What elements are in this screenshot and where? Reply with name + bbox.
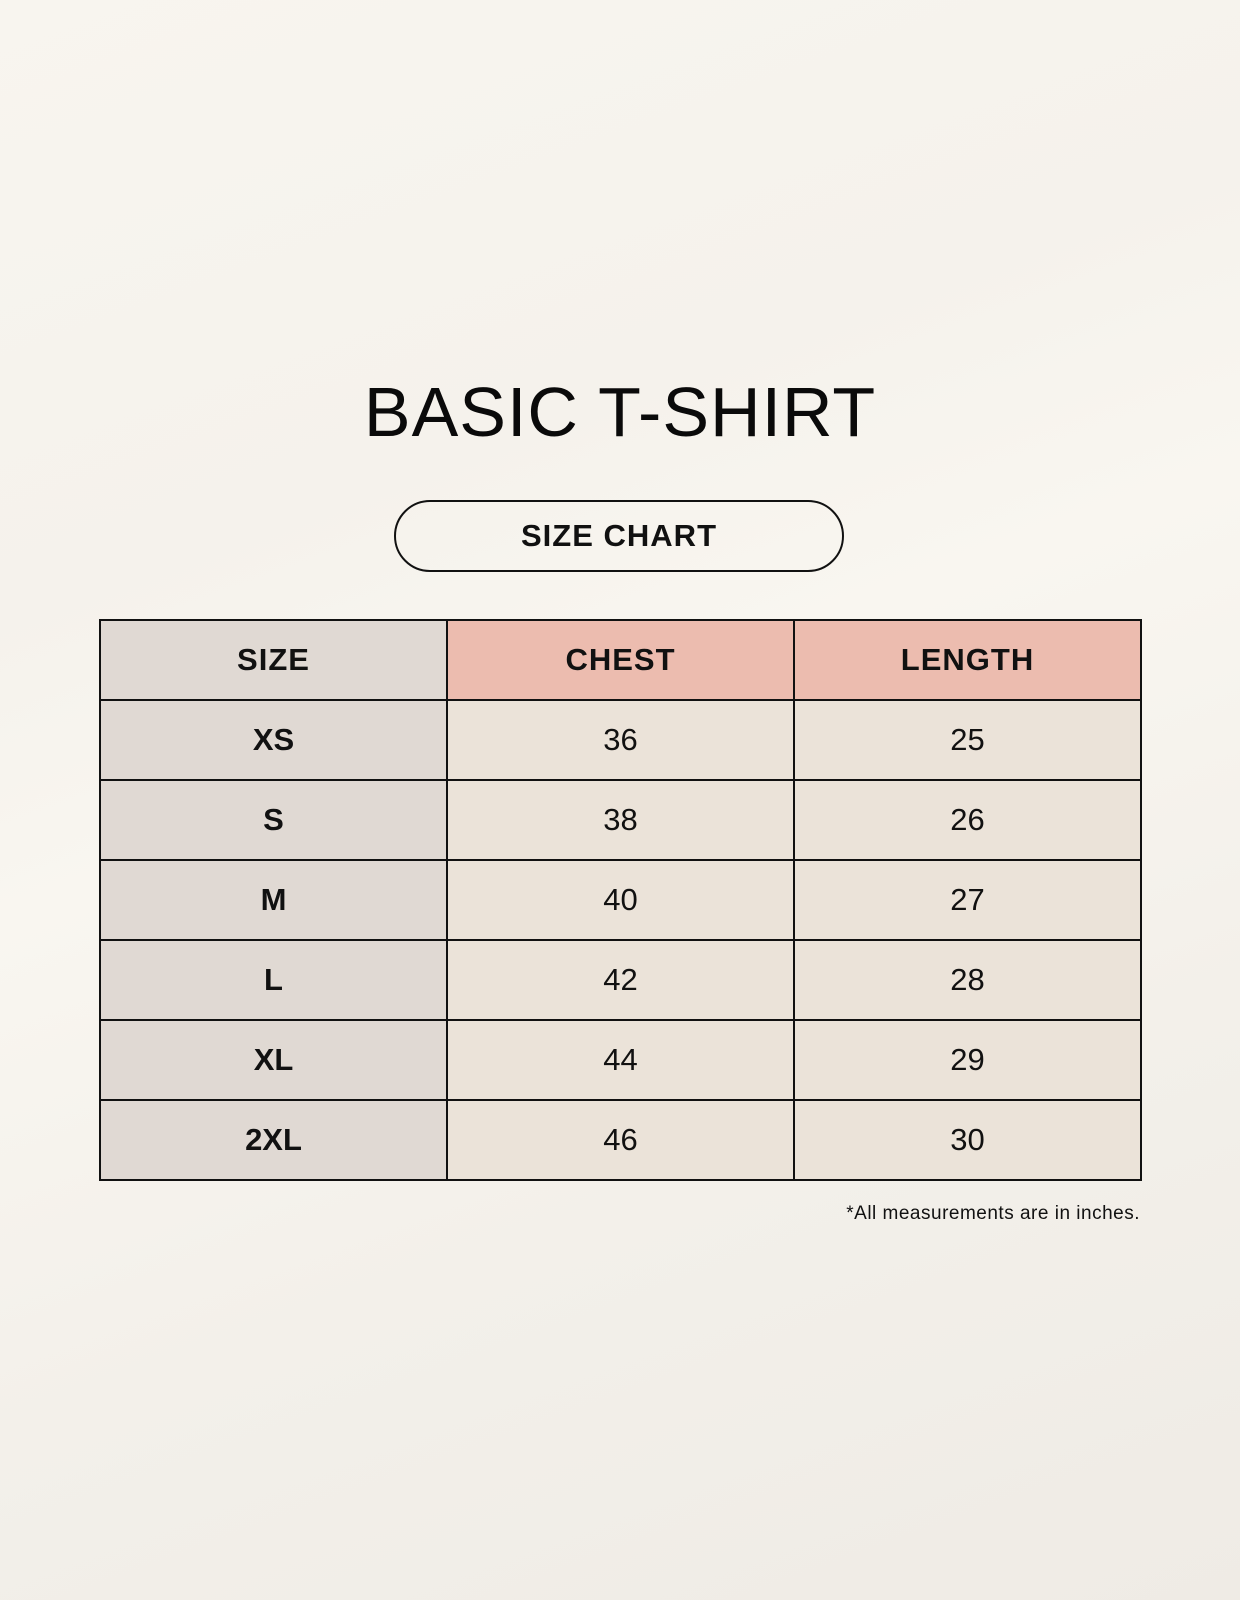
chest-cell: 46 — [446, 1099, 795, 1181]
size-cell: S — [99, 779, 448, 861]
header-chest: CHEST — [446, 619, 795, 701]
table-row: M 40 27 — [99, 859, 1142, 941]
table-row: L 42 28 — [99, 939, 1142, 1021]
length-cell: 26 — [793, 779, 1142, 861]
size-cell: XS — [99, 699, 448, 781]
chest-cell: 40 — [446, 859, 795, 941]
size-cell: L — [99, 939, 448, 1021]
size-cell: XL — [99, 1019, 448, 1101]
length-cell: 30 — [793, 1099, 1142, 1181]
chest-cell: 42 — [446, 939, 795, 1021]
table-row: XS 36 25 — [99, 699, 1142, 781]
table-row: 2XL 46 30 — [99, 1099, 1142, 1181]
size-cell: 2XL — [99, 1099, 448, 1181]
table-row: XL 44 29 — [99, 1019, 1142, 1101]
chest-cell: 36 — [446, 699, 795, 781]
size-chart-badge: SIZE CHART — [394, 500, 844, 572]
chest-cell: 38 — [446, 779, 795, 861]
size-table: SIZE CHEST LENGTH XS 36 25 S 38 26 M 40 27 L 42 28 X… — [99, 619, 1142, 1181]
table-row: S 38 26 — [99, 779, 1142, 861]
table-header-row: SIZE CHEST LENGTH — [99, 619, 1142, 701]
length-cell: 29 — [793, 1019, 1142, 1101]
header-size: SIZE — [99, 619, 448, 701]
page-title: BASIC T-SHIRT — [363, 373, 877, 451]
footnote: *All measurements are in inches. — [846, 1203, 1140, 1224]
length-cell: 27 — [793, 859, 1142, 941]
length-cell: 28 — [793, 939, 1142, 1021]
length-cell: 25 — [793, 699, 1142, 781]
chest-cell: 44 — [446, 1019, 795, 1101]
size-cell: M — [99, 859, 448, 941]
header-length: LENGTH — [793, 619, 1142, 701]
